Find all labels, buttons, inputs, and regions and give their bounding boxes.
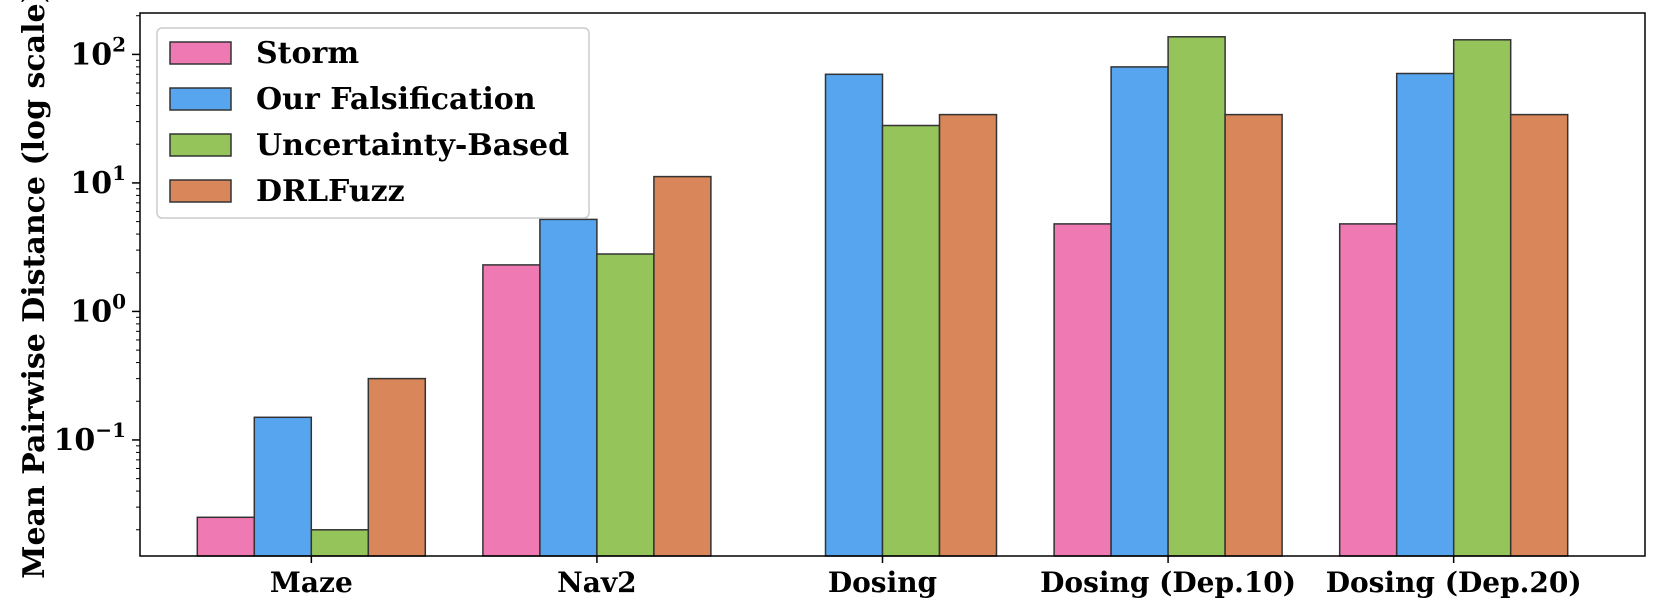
- bar-drlfuzz-dosing: [938, 113, 998, 557]
- bar-drlfuzz-dosing-dep-10: [1224, 113, 1283, 557]
- bar-uncertainty-based-dosing-dep-20: [1452, 39, 1512, 557]
- bar-uncertainty-based-dosing: [881, 124, 941, 557]
- legend-box: [156, 27, 590, 219]
- y-tick-label: 101: [70, 161, 126, 201]
- legend-swatch-our-falsification: [169, 87, 232, 111]
- legend-swatch-drlfuzz: [169, 179, 232, 203]
- y-tick-label: 100: [70, 289, 126, 329]
- y-axis-title: Mean Pairwise Distance (log scale): [17, 0, 52, 579]
- y-tick-label: 10−1: [54, 418, 126, 458]
- bar-storm-nav2: [482, 264, 541, 557]
- bar-drlfuzz-dosing-dep-20: [1509, 113, 1569, 557]
- x-tick-label: Maze: [270, 566, 353, 599]
- x-axis: Maze Nav2 Dosing Dosing (Dep.10) Dosing (Dep…: [270, 556, 1582, 599]
- x-tick-label: Nav2: [557, 566, 637, 599]
- x-tick-label: Dosing: [828, 566, 937, 599]
- bar-storm-dosing-dep-10: [1053, 223, 1112, 557]
- bar-our-falsification-dosing-dep-10: [1110, 66, 1169, 557]
- legend-label-uncertainty-based: Uncertainty-Based: [256, 128, 569, 163]
- bar-our-falsification-dosing: [824, 73, 884, 557]
- x-tick-label: Dosing (Dep.20): [1326, 566, 1582, 599]
- bar-drlfuzz-nav2: [653, 175, 712, 557]
- legend-swatch-storm: [169, 41, 232, 65]
- legend: Storm Our Falsification Uncertainty-Based D…: [156, 27, 590, 219]
- legend-swatch-uncertainty-based: [169, 133, 232, 157]
- bar-uncertainty-based-maze: [310, 529, 370, 557]
- bars-group: [196, 36, 1569, 557]
- bar-storm-maze: [196, 516, 256, 557]
- legend-label-storm: Storm: [256, 36, 359, 71]
- y-axis: 10−1 100 101 102: [54, 15, 140, 531]
- y-tick-label: 102: [70, 32, 126, 72]
- x-tick-label: Dosing (Dep.10): [1040, 566, 1296, 599]
- bar-our-falsification-nav2: [539, 218, 598, 557]
- legend-label-drlfuzz: DRLFuzz: [256, 174, 405, 209]
- legend-label-our-falsification: Our Falsification: [256, 82, 536, 117]
- bar-storm-dosing-dep-20: [1338, 223, 1398, 557]
- bar-uncertainty-based-dosing-dep-10: [1167, 36, 1226, 557]
- bar-our-falsification-maze: [253, 416, 313, 557]
- plot-frame: [139, 12, 1646, 557]
- bar-drlfuzz-maze: [367, 377, 427, 557]
- bar-uncertainty-based-nav2: [596, 253, 655, 557]
- bar-our-falsification-dosing-dep-20: [1395, 72, 1455, 557]
